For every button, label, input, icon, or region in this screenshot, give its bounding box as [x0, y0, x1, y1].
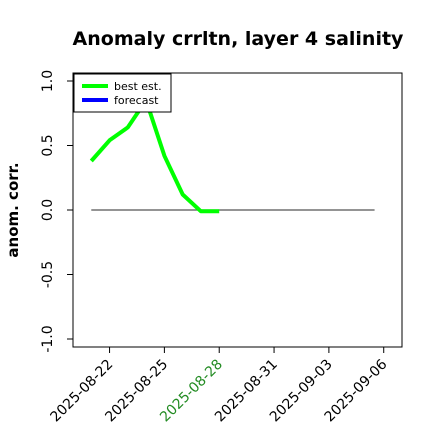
legend-box	[73, 73, 172, 113]
y-axis-label: anom. corr.	[4, 162, 22, 257]
y-tick-label: 1.0	[40, 70, 56, 92]
legend-label-forecast: forecast	[114, 94, 159, 107]
series-line-best-est	[89, 98, 220, 214]
y-tick-label: 0.5	[40, 134, 56, 156]
series-group	[89, 98, 220, 214]
y-axis: -1.0 -0.5 0.0 0.5 1.0	[40, 70, 73, 353]
x-axis: 2025-08-222025-08-252025-08-282025-08-31…	[48, 347, 391, 425]
y-tick-label: -0.5	[40, 261, 56, 288]
legend-label-best-est: best est.	[114, 80, 162, 93]
y-tick-label: -1.0	[40, 325, 56, 352]
chart-title: Anomaly crrltn, layer 4 salinity	[73, 28, 404, 50]
legend: best est. forecast	[73, 73, 172, 113]
y-tick-label: 0.0	[40, 199, 56, 221]
